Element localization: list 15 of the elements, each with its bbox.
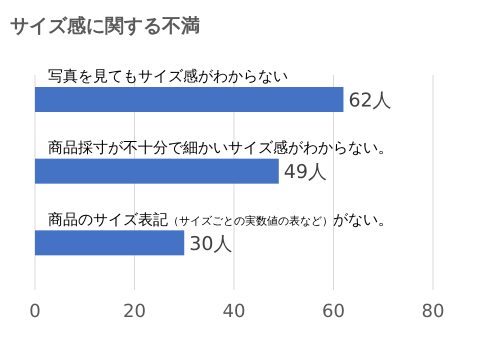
bar <box>35 230 184 256</box>
y-tick-label: 商品のサイズ表記（サイズごとの実数値の表など）がない。 <box>48 210 393 228</box>
x-tick-label: 80 <box>422 300 444 322</box>
y-tick-label: 商品採寸が不十分で細かいサイズ感がわからない。 <box>48 138 393 157</box>
x-tick-label: 60 <box>322 300 345 322</box>
x-tick-label: 40 <box>222 300 246 322</box>
data-label: 49人 <box>284 161 327 184</box>
data-label: 62人 <box>348 90 392 112</box>
chart-title: サイズ感に関する不満 <box>10 15 200 37</box>
bar <box>35 87 344 112</box>
bar <box>35 158 279 184</box>
data-label: 30人 <box>189 232 232 255</box>
x-tick-label: 0 <box>29 300 41 322</box>
x-tick-label: 20 <box>123 300 146 322</box>
y-tick-label: 写真を見てもサイズ感がわからない <box>48 67 288 85</box>
